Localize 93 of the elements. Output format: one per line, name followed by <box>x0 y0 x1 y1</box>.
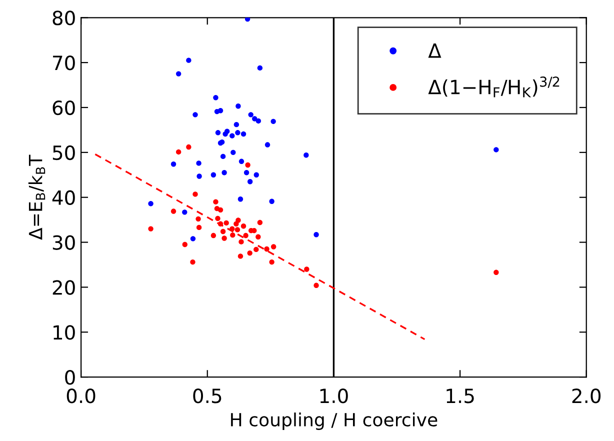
y-tick-label: 70 <box>53 56 75 70</box>
point <box>235 130 240 136</box>
point <box>218 221 224 226</box>
y-tick-label: 0 <box>65 370 75 385</box>
point <box>254 246 259 252</box>
point <box>190 236 196 242</box>
x-tick-label: 0.0 <box>66 388 96 404</box>
point <box>269 259 274 265</box>
y-tick-label: 30 <box>52 235 75 250</box>
point <box>215 216 220 222</box>
point <box>196 224 202 230</box>
point <box>213 199 218 204</box>
point <box>190 259 196 265</box>
point <box>494 147 499 152</box>
point <box>196 174 202 179</box>
point <box>234 221 239 226</box>
y-tick-label: 60 <box>52 100 75 116</box>
point <box>222 236 227 241</box>
point <box>234 227 240 232</box>
point <box>176 149 182 155</box>
point <box>170 208 176 214</box>
point <box>247 250 252 256</box>
y-axis-title: Δ=E$_{B}$/k$_{B}$T <box>28 154 46 240</box>
point <box>245 162 250 168</box>
point <box>304 266 310 272</box>
point <box>176 71 182 76</box>
point <box>170 162 176 167</box>
point <box>256 234 261 240</box>
point <box>220 228 226 234</box>
point <box>192 112 198 118</box>
point <box>215 130 221 136</box>
x-tick-label: 2.0 <box>572 388 601 404</box>
y-tick-label: 40 <box>52 190 75 206</box>
point <box>238 158 244 164</box>
point <box>220 154 226 160</box>
point <box>230 150 236 156</box>
point <box>210 172 216 178</box>
point <box>257 220 263 226</box>
point <box>234 122 240 128</box>
point <box>224 220 229 226</box>
point <box>182 242 188 248</box>
point <box>257 65 263 71</box>
point <box>264 142 270 148</box>
point <box>244 18 250 22</box>
point <box>238 196 244 202</box>
y-tick-label: 10 <box>54 325 75 340</box>
point <box>252 116 258 122</box>
point <box>230 232 236 238</box>
point <box>247 179 253 184</box>
point <box>304 152 309 158</box>
point <box>222 170 227 176</box>
x-axis-title: H coupling / H coercive <box>231 412 438 430</box>
point <box>222 131 228 137</box>
point <box>494 270 499 275</box>
point <box>240 224 246 229</box>
point <box>186 58 192 63</box>
point <box>243 232 248 238</box>
point <box>213 95 218 100</box>
point <box>240 131 246 137</box>
point <box>186 144 192 150</box>
point <box>230 226 235 232</box>
point <box>192 192 198 197</box>
legend-label: Δ(1−H$_{F}$/H$_{K}$)$^{3/2}$ <box>428 76 560 98</box>
point <box>218 108 224 114</box>
point <box>244 170 250 176</box>
legend-label: Δ <box>428 44 442 58</box>
point <box>264 246 270 252</box>
point <box>196 160 202 166</box>
x-tick-label: 1.0 <box>320 388 348 404</box>
point <box>236 104 241 109</box>
point <box>270 244 276 250</box>
point <box>238 239 244 244</box>
point <box>236 218 241 223</box>
x-tick-label: 0.5 <box>193 388 222 404</box>
point <box>182 210 188 215</box>
point <box>254 172 259 178</box>
point <box>196 216 201 222</box>
y-tick-label: 80 <box>52 10 75 26</box>
point <box>314 232 319 238</box>
point <box>248 112 254 118</box>
point <box>269 198 274 204</box>
point <box>256 118 262 124</box>
point <box>230 133 235 138</box>
y-tick-label: 50 <box>52 145 75 160</box>
x-tick-label: 1.5 <box>446 388 474 404</box>
point <box>210 232 216 238</box>
y-tick-label: 20 <box>52 280 75 295</box>
point <box>148 226 154 232</box>
point <box>314 282 319 288</box>
point <box>270 118 276 124</box>
point <box>238 254 244 259</box>
point <box>218 207 224 213</box>
point <box>148 201 154 206</box>
